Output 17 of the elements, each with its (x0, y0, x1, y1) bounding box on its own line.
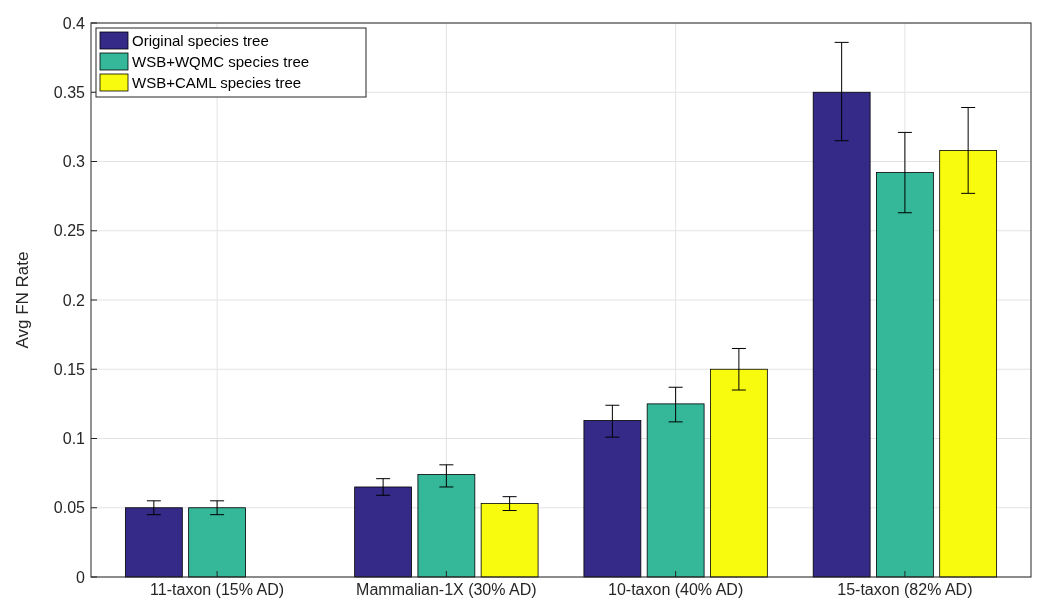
y-tick-label: 0.2 (62, 291, 86, 309)
y-axis-title: Avg FN Rate (13, 251, 32, 349)
y-tick-label: 0.4 (62, 14, 86, 32)
legend-label: Original species tree (132, 32, 269, 50)
y-tick-label: 0.3 (62, 153, 86, 171)
x-tick-label: Mammalian-1X (30% AD) (356, 581, 537, 598)
y-tick-label: 0.1 (62, 430, 86, 448)
x-tick-label: 11-taxon (15% AD) (150, 581, 285, 598)
legend-label: WSB+CAML species tree (132, 74, 302, 92)
y-tick-label: 0.25 (53, 222, 86, 240)
legend-label: WSB+WQMC species tree (132, 53, 310, 71)
y-tick-label: 0.05 (53, 499, 86, 517)
y-tick-label: 0 (76, 568, 86, 586)
y-tick-label: 0.35 (53, 83, 86, 101)
y-tick-label: 0.15 (53, 360, 86, 378)
x-tick-label: 10-taxon (40% AD) (608, 581, 744, 598)
x-tick-label: 15-taxon (82% AD) (837, 581, 973, 598)
